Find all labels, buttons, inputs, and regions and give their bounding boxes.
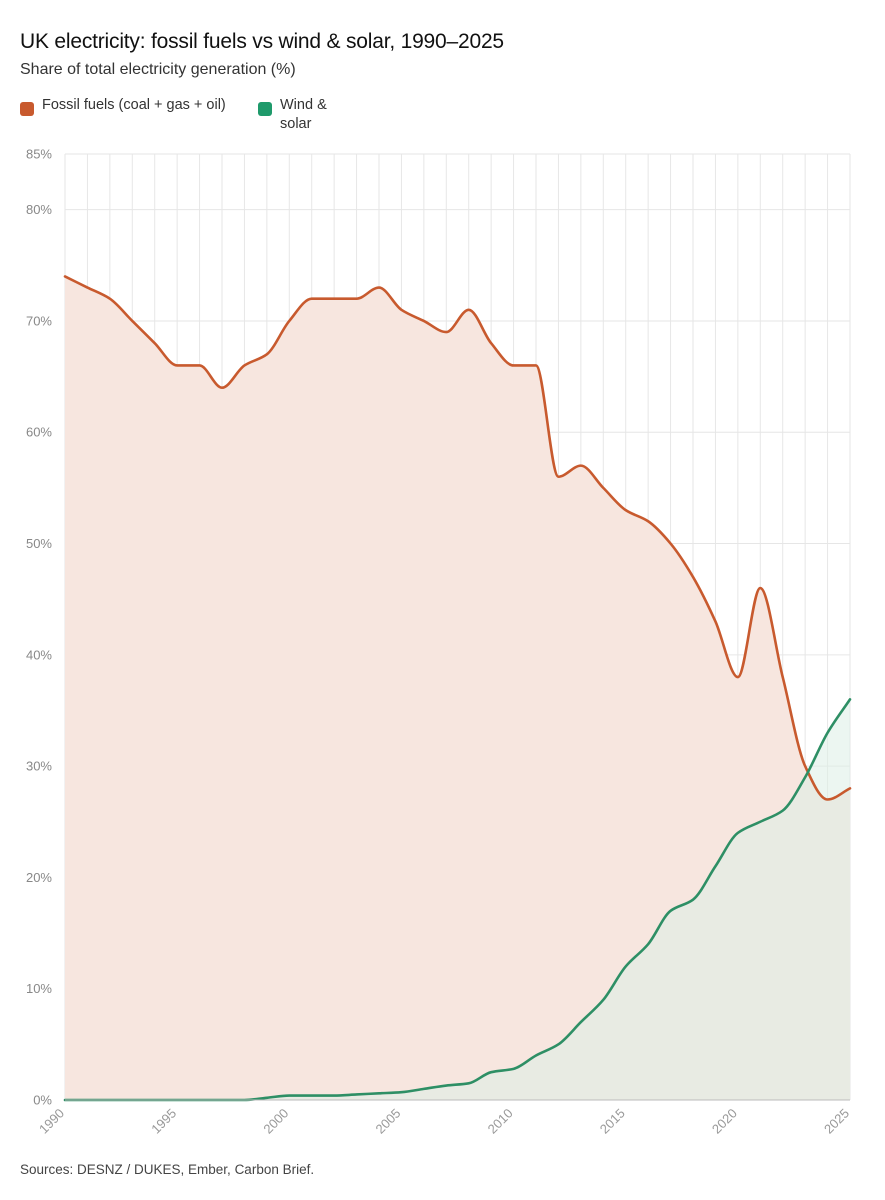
area-fossil-fuels <box>65 276 850 1100</box>
legend-swatch-fossil-fuels <box>20 102 34 116</box>
legend-label-wind-solar: Wind & solar <box>280 97 327 132</box>
x-tick-label: 1990 <box>36 1106 67 1137</box>
x-tick-label: 1995 <box>148 1106 179 1137</box>
legend-label-fossil-fuels: Fossil fuels (coal + gas + oil) <box>42 97 226 113</box>
y-tick-label: 10% <box>26 981 52 996</box>
chart-title: UK electricity: fossil fuels vs wind & s… <box>20 30 504 53</box>
legend-item-fossil-fuels[interactable]: Fossil fuels (coal + gas + oil) <box>20 96 230 116</box>
chart-subtitle: Share of total electricity generation (%… <box>20 61 296 78</box>
y-tick-label: 0% <box>33 1093 52 1108</box>
y-tick-label: 30% <box>26 759 52 774</box>
legend-item-wind-solar[interactable]: Wind & solar <box>258 96 348 134</box>
source-note: Sources: DESNZ / DUKES, Ember, Carbon Br… <box>20 1162 315 1177</box>
y-tick-label: 60% <box>26 425 52 440</box>
y-tick-label: 85% <box>26 147 52 162</box>
y-tick-label: 50% <box>26 536 52 551</box>
x-tick-label: 2000 <box>260 1106 291 1137</box>
y-tick-label: 40% <box>26 647 52 662</box>
x-tick-label: 2010 <box>485 1106 516 1137</box>
x-tick-label: 2020 <box>709 1106 740 1137</box>
area-wind-solar <box>65 699 850 1100</box>
x-tick-label: 2005 <box>372 1106 403 1137</box>
x-tick-label: 2015 <box>597 1106 628 1137</box>
y-tick-label: 70% <box>26 313 52 328</box>
legend-swatch-wind-solar <box>258 102 272 116</box>
y-tick-label: 80% <box>26 202 52 217</box>
y-tick-label: 20% <box>26 870 52 885</box>
line-fossil-fuels <box>63 275 852 801</box>
x-tick-label: 2025 <box>821 1106 852 1137</box>
